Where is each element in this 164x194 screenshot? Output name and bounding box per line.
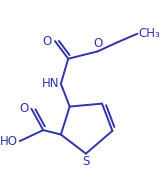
Text: O: O (43, 35, 52, 48)
Text: O: O (93, 37, 102, 50)
Text: HN: HN (42, 77, 59, 90)
Text: CH₃: CH₃ (139, 27, 161, 40)
Text: S: S (82, 155, 90, 168)
Text: O: O (19, 102, 29, 115)
Text: HO: HO (0, 135, 18, 148)
